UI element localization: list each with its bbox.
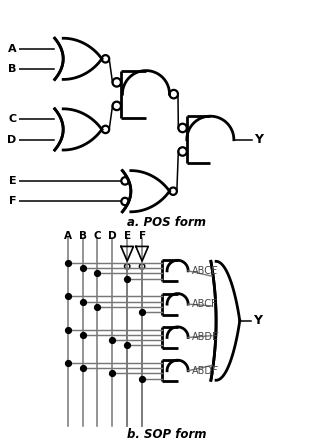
Text: ABCE̅: ABCE̅ xyxy=(192,266,218,276)
Text: ABCF̅: ABCF̅ xyxy=(192,299,218,309)
Text: Y: Y xyxy=(253,314,262,327)
Text: b. SOP form: b. SOP form xyxy=(127,428,206,440)
Text: F: F xyxy=(139,231,146,241)
Text: Y: Y xyxy=(254,133,263,146)
Text: D: D xyxy=(7,135,16,145)
Text: F: F xyxy=(9,197,16,206)
Text: E: E xyxy=(9,176,16,186)
Text: ABDE̅: ABDE̅ xyxy=(192,333,219,342)
Text: B: B xyxy=(8,64,16,74)
Text: B: B xyxy=(79,231,87,241)
Text: A: A xyxy=(64,231,72,241)
Text: E: E xyxy=(124,231,131,241)
Text: D: D xyxy=(108,231,117,241)
Text: C: C xyxy=(94,231,101,241)
Text: ABDF̅: ABDF̅ xyxy=(192,366,219,376)
Text: A: A xyxy=(8,44,16,54)
Text: a. POS form: a. POS form xyxy=(127,216,206,230)
Text: C: C xyxy=(8,114,16,124)
